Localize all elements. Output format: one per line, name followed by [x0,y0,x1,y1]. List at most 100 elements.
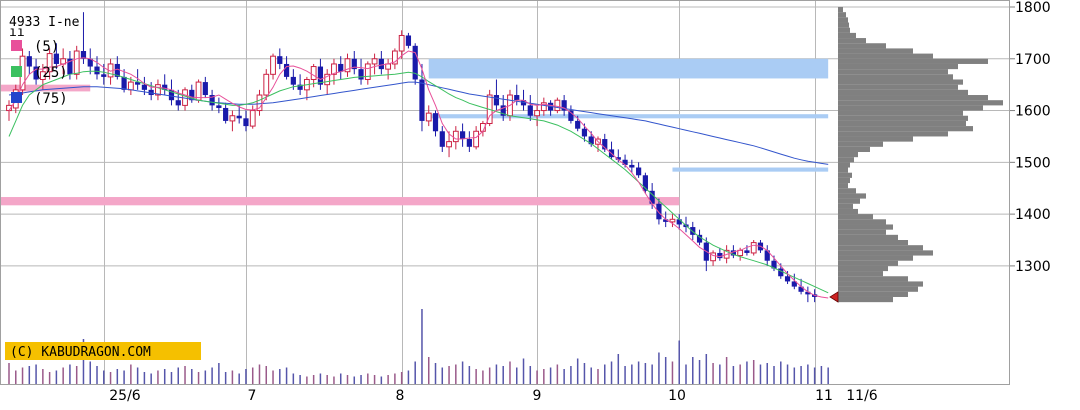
profile-bar [838,188,856,194]
volume-bar [96,366,98,384]
volume-bar [231,370,234,384]
volume-bar [116,369,119,384]
candle-body-down [148,89,154,96]
profile-bar [838,193,866,199]
volume-bar [455,364,457,384]
volume-bar [658,352,660,384]
volume-bar [522,358,525,384]
candle-body-down [514,95,520,101]
profile-bar [838,162,850,168]
volume-bar [238,373,240,384]
profile-bar [838,167,848,173]
candle-body-down [744,250,750,253]
profile-bar [838,224,893,230]
chart-title: 4933 I-ne [9,15,80,30]
candle-body-up [127,81,134,91]
price-zones [0,58,829,206]
legend-swatch-ma75 [11,92,22,103]
volume-bar [211,367,213,384]
volume-bar [468,366,471,384]
volume-bar [103,370,105,384]
volume-bar [8,363,10,384]
profile-bar [838,198,860,204]
volume-profile [838,6,1003,303]
volume-bar [387,375,389,384]
profile-bar [838,89,968,96]
y-tick-label: 1700 [1015,52,1051,68]
candle-body-down [243,118,249,127]
volume-bar [813,367,816,384]
profile-bar [838,296,893,303]
candle-body-down [358,69,364,80]
volume-bar [28,366,31,384]
candle-body-up [446,141,452,148]
volume-bar [319,373,322,384]
candle-body-down [459,131,466,140]
profile-bar [838,265,888,272]
profile-bar [838,136,913,142]
volume-bar [549,367,552,384]
candle-body-down [561,100,567,111]
profile-bar [838,110,963,116]
profile-bar [838,79,963,85]
volume-bar [434,363,437,384]
volume-bar [827,367,829,384]
volume-bar [651,364,653,384]
resistance-zone [428,58,829,79]
candle-body-up [155,84,161,96]
profile-bar [838,250,933,256]
copyright-background [5,342,201,360]
volume-bar [712,363,714,384]
profile-bar [838,22,849,28]
candle-body-down [338,63,344,72]
candle-body-down [53,53,59,64]
candle-body-up [256,94,263,112]
candle-body-down [575,120,581,129]
legend-swatch-ma25 [11,66,22,77]
volume-bar [367,373,369,384]
candle-body-down [297,84,303,90]
candle-body-up [39,71,46,80]
volume-bar [759,364,762,384]
volume-bar [75,366,78,384]
ma75-line [8,81,829,165]
volume-bar [333,376,335,384]
candle-body-down [141,84,147,90]
candle-body-down [784,276,791,282]
volume-bar [42,369,44,384]
x-axis: 25/6 7 8 9 10 11 11/6 [109,388,878,404]
volume-bar [197,372,200,384]
y-tick-label: 1400 [1015,207,1051,223]
profile-bar [838,281,923,287]
volume-bar [339,373,342,384]
candle-body-up [554,99,561,112]
volume-bar [143,372,146,384]
support-zone [0,84,91,92]
candle-body-down [791,281,797,287]
profile-bar [838,6,843,13]
candle-body-down [351,58,357,70]
candle-body-down [87,58,93,67]
volume-bar [292,373,295,384]
candle-body-up [46,53,53,73]
profile-bar [838,48,913,54]
candle-body-down [189,89,195,101]
ma5-line [8,50,829,299]
volume-bar [177,367,179,384]
volume-bar [136,367,139,384]
volume-bar [678,340,680,384]
volume-bar [752,360,755,384]
candle-body-up [452,130,459,143]
candle-body-up [473,130,480,148]
candle-body-down [527,105,533,116]
profile-bar [838,229,886,235]
volume-bar [488,367,491,384]
y-tick-label: 1600 [1015,104,1051,120]
candle-body-up [310,66,317,80]
volume-bar [502,366,504,384]
volume-bar [265,366,268,384]
volume-bar [543,369,545,384]
profile-bar [838,74,953,80]
profile-bar [838,177,850,184]
candle-body-down [568,110,574,121]
